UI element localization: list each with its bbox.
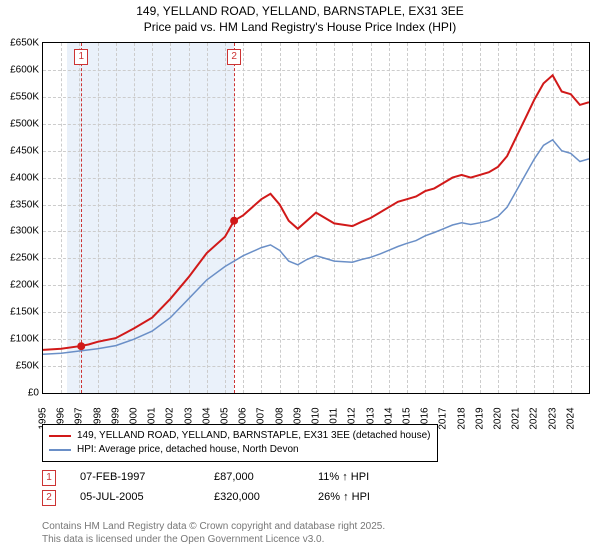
y-tick-label: £100K bbox=[10, 334, 39, 345]
series-line-hpi bbox=[43, 140, 589, 354]
x-tick-label: 2020 bbox=[493, 407, 504, 429]
y-tick-label: £0 bbox=[28, 388, 39, 399]
title-line-2: Price paid vs. HM Land Registry's House … bbox=[0, 20, 600, 36]
chart-title: 149, YELLAND ROAD, YELLAND, BARNSTAPLE, … bbox=[0, 0, 600, 35]
series-line-price_paid bbox=[43, 75, 589, 350]
sale-point-dot bbox=[230, 217, 238, 225]
x-tick-label: 2022 bbox=[529, 407, 540, 429]
y-tick-label: £300K bbox=[10, 226, 39, 237]
marker-info-price: £320,000 bbox=[214, 488, 294, 508]
y-tick-label: £500K bbox=[10, 118, 39, 129]
x-tick-label: 2019 bbox=[474, 407, 485, 429]
legend-box: 149, YELLAND ROAD, YELLAND, BARNSTAPLE, … bbox=[42, 424, 438, 462]
markers-table: 1 07-FEB-1997 £87,000 11% ↑ HPI 2 05-JUL-2005… bbox=[42, 468, 370, 508]
legend-row: HPI: Average price, detached house, Nort… bbox=[49, 443, 431, 457]
x-tick-label: 2021 bbox=[511, 407, 522, 429]
footer-text: Contains HM Land Registry data © Crown c… bbox=[42, 520, 385, 546]
marker-info-delta: 11% ↑ HPI bbox=[318, 468, 369, 488]
y-tick-label: £400K bbox=[10, 172, 39, 183]
x-tick-label: 2024 bbox=[565, 407, 576, 429]
marker-info-id: 2 bbox=[42, 490, 56, 506]
sale-point-dot bbox=[77, 342, 85, 350]
marker-info-price: £87,000 bbox=[214, 468, 294, 488]
x-tick-label: 2017 bbox=[438, 407, 449, 429]
marker-info-id: 1 bbox=[42, 470, 56, 486]
y-tick-label: £350K bbox=[10, 199, 39, 210]
x-tick-label: 2018 bbox=[456, 407, 467, 429]
footer-line-1: Contains HM Land Registry data © Crown c… bbox=[42, 520, 385, 533]
marker-info-delta: 26% ↑ HPI bbox=[318, 488, 370, 508]
y-tick-label: £600K bbox=[10, 64, 39, 75]
plot-area: £0£50K£100K£150K£200K£250K£300K£350K£400… bbox=[42, 42, 590, 394]
marker-info-row: 2 05-JUL-2005 £320,000 26% ↑ HPI bbox=[42, 488, 370, 508]
y-tick-label: £650K bbox=[10, 38, 39, 49]
legend-swatch bbox=[49, 435, 71, 437]
y-tick-label: £450K bbox=[10, 145, 39, 156]
y-tick-label: £150K bbox=[10, 307, 39, 318]
legend-label: 149, YELLAND ROAD, YELLAND, BARNSTAPLE, … bbox=[77, 429, 431, 443]
y-tick-label: £200K bbox=[10, 280, 39, 291]
legend-row: 149, YELLAND ROAD, YELLAND, BARNSTAPLE, … bbox=[49, 429, 431, 443]
y-tick-label: £250K bbox=[10, 253, 39, 264]
title-line-1: 149, YELLAND ROAD, YELLAND, BARNSTAPLE, … bbox=[0, 4, 600, 20]
x-tick-label: 2023 bbox=[547, 407, 558, 429]
footer-line-2: This data is licensed under the Open Gov… bbox=[42, 533, 385, 546]
y-tick-label: £50K bbox=[16, 361, 39, 372]
y-tick-label: £550K bbox=[10, 91, 39, 102]
marker-info-date: 07-FEB-1997 bbox=[80, 468, 190, 488]
marker-info-row: 1 07-FEB-1997 £87,000 11% ↑ HPI bbox=[42, 468, 370, 488]
series-svg bbox=[43, 43, 589, 393]
legend-label: HPI: Average price, detached house, Nort… bbox=[77, 443, 299, 457]
chart-container: 149, YELLAND ROAD, YELLAND, BARNSTAPLE, … bbox=[0, 0, 600, 560]
legend-swatch bbox=[49, 449, 71, 451]
marker-info-date: 05-JUL-2005 bbox=[80, 488, 190, 508]
